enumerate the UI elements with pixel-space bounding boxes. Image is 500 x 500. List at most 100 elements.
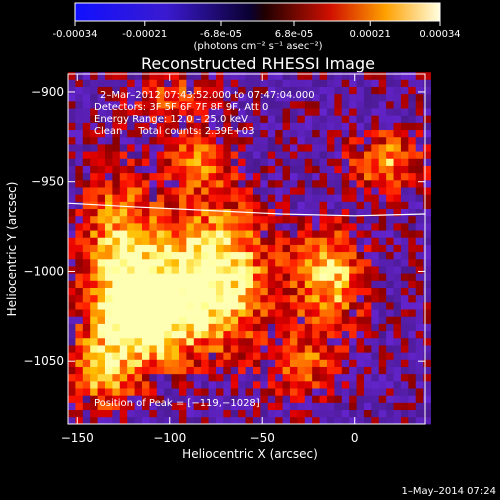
heatmap-cell: [326, 323, 335, 332]
heatmap-cell: [326, 388, 335, 396]
heatmap-cell: [215, 294, 224, 303]
heatmap-cell: [289, 409, 298, 418]
heatmap-cell: [415, 380, 424, 389]
heatmap-cell: [363, 323, 372, 332]
heatmap-cell: [408, 122, 417, 131]
heatmap-cell: [134, 237, 143, 245]
heatmap-cell: [238, 244, 246, 253]
heatmap-cell: [393, 409, 402, 418]
heatmap-cell: [171, 230, 180, 238]
heatmap-cell: [164, 79, 172, 87]
heatmap-cell: [127, 201, 135, 210]
heatmap-cell: [82, 237, 91, 245]
heatmap-cell: [223, 165, 232, 174]
heatmap-cell: [68, 165, 76, 174]
heatmap-cell: [127, 79, 135, 87]
heatmap-cell: [119, 388, 128, 396]
heatmap-cell: [245, 294, 254, 303]
heatmap-cell: [134, 287, 143, 296]
heatmap-cell: [186, 366, 195, 375]
heatmap-cell: [119, 345, 128, 353]
heatmap-cell: [238, 136, 246, 145]
heatmap-cell: [349, 373, 357, 382]
heatmap-cell: [178, 165, 187, 174]
heatmap-cell: [393, 187, 402, 195]
heatmap-cell: [171, 366, 180, 375]
heatmap-cell: [363, 373, 372, 382]
heatmap-cell: [75, 373, 84, 382]
heatmap-cell: [149, 79, 158, 87]
heatmap-cell: [252, 122, 261, 131]
heatmap-cell: [393, 79, 402, 87]
heatmap-cell: [238, 194, 246, 202]
heatmap-cell: [393, 330, 402, 339]
heatmap-cell: [104, 373, 113, 382]
heatmap-cell: [238, 273, 246, 281]
heatmap-cell: [371, 244, 380, 253]
heatmap-cell: [127, 388, 135, 396]
heatmap-cell: [356, 201, 365, 210]
heatmap-cell: [119, 316, 128, 324]
heatmap-cell: [371, 136, 380, 145]
heatmap-cell: [90, 258, 98, 267]
heatmap-cell: [267, 323, 276, 332]
heatmap-cell: [260, 237, 269, 245]
heatmap-cell: [141, 352, 150, 360]
heatmap-cell: [319, 345, 328, 353]
heatmap-cell: [104, 244, 113, 253]
heatmap-cell: [356, 287, 365, 296]
heatmap-cell: [252, 294, 261, 303]
heatmap-cell: [156, 244, 165, 253]
heatmap-cell: [393, 287, 402, 296]
heatmap-cell: [201, 409, 209, 418]
heatmap-cell: [363, 86, 372, 95]
heatmap-cell: [186, 287, 195, 296]
heatmap-cell: [178, 330, 187, 339]
heatmap-cell: [326, 330, 335, 339]
heatmap-cell: [312, 172, 320, 181]
heatmap-cell: [149, 230, 158, 238]
heatmap-cell: [363, 316, 372, 324]
heatmap-cell: [260, 222, 269, 231]
heatmap-cell: [326, 144, 335, 152]
heatmap-cell: [171, 237, 180, 245]
heatmap-cell: [319, 79, 328, 87]
heatmap-cell: [363, 215, 372, 224]
heatmap-cell: [400, 402, 409, 411]
heatmap-cell: [282, 187, 291, 195]
heatmap-cell: [119, 373, 128, 382]
heatmap-cell: [378, 402, 387, 411]
heatmap-cell: [326, 316, 335, 324]
heatmap-cell: [260, 208, 269, 217]
heatmap-cell: [90, 72, 98, 80]
heatmap-cell: [363, 194, 372, 202]
heatmap-cell: [252, 352, 261, 360]
heatmap-cell: [312, 215, 320, 224]
heatmap-cell: [245, 258, 254, 267]
heatmap-cell: [363, 222, 372, 231]
heatmap-cell: [75, 251, 84, 260]
heatmap-cell: [127, 194, 135, 202]
heatmap-cell: [90, 158, 98, 166]
heatmap-cell: [341, 266, 350, 274]
heatmap-cell: [267, 151, 276, 159]
heatmap-cell: [326, 409, 335, 418]
heatmap-cell: [245, 158, 254, 166]
heatmap-cell: [178, 388, 187, 396]
heatmap-cell: [304, 301, 313, 310]
heatmap-cell: [386, 187, 394, 195]
heatmap-cell: [260, 215, 269, 224]
heatmap-cell: [208, 309, 217, 317]
heatmap-cell: [252, 201, 261, 210]
heatmap-cell: [386, 366, 394, 375]
heatmap-cell: [208, 100, 217, 109]
heatmap-cell: [319, 136, 328, 145]
heatmap-cell: [156, 237, 165, 245]
heatmap-cell: [223, 194, 232, 202]
heatmap-cell: [393, 72, 402, 80]
heatmap-cell: [134, 144, 143, 152]
heatmap-cell: [386, 330, 394, 339]
heatmap-cell: [326, 151, 335, 159]
heatmap-cell: [415, 136, 424, 145]
heatmap-cell: [164, 373, 172, 382]
